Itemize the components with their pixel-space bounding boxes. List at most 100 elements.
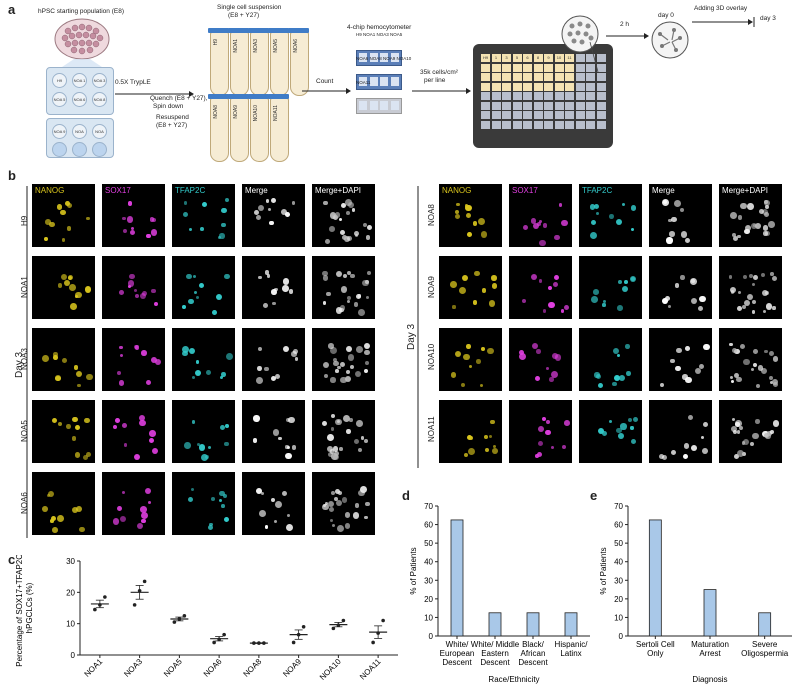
plate-well [575,54,585,62]
plate-well: 10 [554,54,564,62]
cell-blob [463,353,471,361]
cell-blob [674,283,680,289]
plate-well: 8 [533,54,543,62]
cell-blob [60,273,67,280]
chart-c: 0 10 20 30 Percentage of SOX17+TFAP2C+ hPGCLC… [15,555,398,682]
cell-blob [223,441,229,447]
cell-blob [332,214,337,219]
cell-blob [133,289,137,293]
chart-d: 0 10 20 30 40 50 60 70 % of Patients White/Europe… [409,502,590,684]
c-data-point [371,640,375,645]
scale-bar [443,470,455,472]
cell-blob [670,449,676,455]
micrograph-NOA9-0 [439,256,502,319]
cell-blob [354,233,359,238]
day3-label: day 3 [760,15,776,22]
cell-blob [548,286,553,291]
cell-blob [193,290,197,295]
cell-blob [343,273,348,278]
cell-blob [75,370,82,378]
plate-well [565,111,574,119]
cell-blob [188,496,194,503]
plate-well [544,63,553,72]
cell-blob [56,515,64,523]
cell-blob [762,289,769,296]
cell-blob [753,363,758,368]
micrograph-NOA5-0 [32,400,95,463]
cell-blob [334,496,339,501]
cell-blob [66,226,72,231]
plate-well [502,73,511,81]
cell-blob [734,349,740,355]
cell-blob [212,310,217,316]
well-3: NOA 5 [52,92,67,107]
cell-blob [346,370,351,375]
cell-blob [750,367,755,372]
tube-NOA10: NOA10 [248,94,269,162]
cell-blob [703,421,709,427]
row-label-NOA8: NOA8 [427,204,436,226]
cell-blob [253,415,260,422]
cell-blob [491,275,497,281]
cell-blob [554,234,560,241]
cell-blob [341,235,347,241]
cell-blob [627,417,632,422]
suspension-label-1: Single cell suspension [217,4,282,11]
cell-blob [285,452,292,459]
cell-blob [322,421,328,427]
scale-bar [36,542,48,544]
cell-blob [334,418,342,426]
plate-well [554,111,564,119]
plate-well [512,101,522,110]
tube-label: NOA1 [233,39,239,53]
cell-blob [545,367,549,371]
e-y-tick-label: 10 [614,613,623,622]
c-data-point [172,620,177,624]
cell-blob [337,490,343,496]
cell-blob [519,349,525,356]
cell-blob [698,363,704,369]
cell-blob [558,202,563,207]
plate-well [565,120,574,129]
cell-blob [663,200,668,205]
cell-blob [768,221,775,228]
cell-blob [141,350,148,356]
c-y-tick-label: 0 [71,651,76,660]
cell-blob [255,376,263,384]
chip-cell [380,77,388,86]
plate-well [544,73,553,81]
cell-blob [595,373,601,379]
tube-NOA9: NOA9 [228,94,249,162]
cell-blob [548,301,556,309]
micrograph-NOA5-4 [312,400,375,463]
cell-blob [47,490,55,498]
cell-blob [690,297,698,305]
micrograph-NOA5-1 [102,400,165,463]
cell-blob [669,358,675,364]
cell-blob [733,372,739,378]
cell-blob [71,435,77,441]
cell-blob [190,487,194,491]
arrow-count-icon [302,88,351,94]
row-label-NOA11: NOA11 [427,416,436,442]
cell-blob [119,516,126,522]
arrow-overlay-icon [692,17,755,27]
cell-blob [57,283,62,288]
cell-blob [74,425,80,431]
chip-cell [369,101,378,110]
micrograph-NOA10-4 [719,328,782,391]
cell-blob [351,207,356,212]
micrograph-NOA6-4 [312,472,375,535]
cell-blob [630,205,636,211]
count-label: Count [316,78,334,85]
micrograph-NOA9-2 [579,256,642,319]
d-y-tick-label: 70 [424,502,433,511]
cell-blob [340,203,347,209]
cell-blob [593,203,600,210]
cell-blob [763,199,771,207]
tube-cap [268,28,289,33]
cell-blob [682,374,688,380]
cell-blob [492,445,497,449]
e-bar [758,612,772,637]
cell-blob [152,447,159,455]
